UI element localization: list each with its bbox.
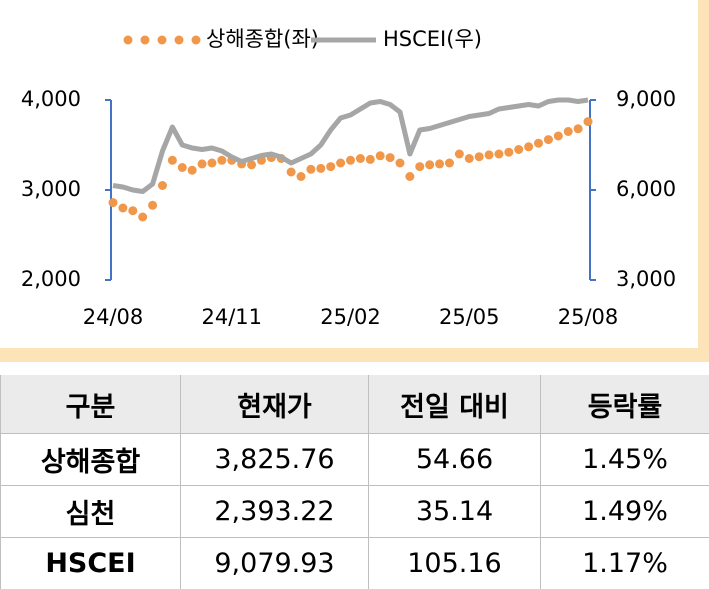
data-dot [415, 162, 425, 172]
data-dot [336, 158, 346, 168]
legend-swatch [123, 35, 133, 45]
data-dot [138, 212, 148, 222]
data-dot [385, 153, 395, 163]
y-tick-label: 2,000 [21, 267, 81, 291]
y2-tick-label: 6,000 [616, 177, 676, 201]
data-dot [286, 167, 296, 177]
row-label: 심천 [0, 485, 181, 538]
x-tick-label: 25/08 [558, 305, 619, 329]
legend-swatch [174, 35, 184, 45]
data-dot [454, 149, 464, 159]
table-body: 상해종합 3,825.76 54.66 1.45% 심천 2,393.22 35.14 1.4… [0, 433, 709, 589]
data-dot [128, 206, 138, 216]
y-tick-label: 3,000 [21, 177, 81, 201]
legend-label: 상해종합(좌) [206, 27, 319, 51]
x-tick-label: 24/11 [201, 305, 262, 329]
table-cell: 9,079.93 [180, 537, 369, 589]
data-dot [553, 131, 563, 141]
data-dot [177, 163, 187, 172]
data-dot [157, 181, 167, 190]
header-cell: 등락률 [540, 375, 709, 434]
data-dot [573, 124, 583, 134]
header-row: 구분 현재가 전일 대비 등락률 [0, 375, 709, 434]
row-label: 상해종합 [0, 433, 181, 486]
data-dot [484, 150, 494, 160]
x-tick-label: 25/05 [439, 305, 500, 329]
table-cell: 35.14 [368, 485, 541, 538]
x-tick-label: 24/08 [83, 305, 144, 329]
legend-swatch [140, 35, 150, 45]
data-dot [197, 159, 207, 169]
data-dot [435, 159, 445, 169]
data-dot [494, 149, 504, 159]
data-dot [108, 198, 118, 208]
table-cell: 105.16 [368, 537, 541, 589]
data-dot [247, 160, 257, 170]
y-tick-label: 4,000 [21, 87, 81, 111]
data-dot [187, 165, 197, 175]
data-dot [217, 155, 227, 165]
chart: 2,000 3,000 4,000 3,000 6,000 9,000 24/08 24/11… [0, 0, 709, 362]
legend-label: HSCEI(우) [383, 27, 482, 51]
data-dot [326, 162, 336, 172]
legend-swatch [157, 35, 167, 45]
table-cell: 1.45% [540, 433, 709, 486]
data-dot [207, 158, 217, 168]
y2-tick-label: 3,000 [616, 267, 676, 291]
data-dot [543, 135, 553, 145]
data-dot [474, 152, 484, 162]
header-cell: 전일 대비 [368, 375, 541, 434]
data-dot [118, 203, 128, 213]
data-dot [355, 154, 365, 163]
data-line [112, 97, 589, 194]
divider-band [0, 348, 709, 362]
legend-swatch [191, 35, 201, 45]
table-cell: 3,825.76 [180, 433, 369, 486]
data-dot [563, 127, 573, 136]
table-cell: 1.49% [540, 485, 709, 538]
data-dot [346, 155, 355, 165]
table-cell: 54.66 [368, 433, 541, 486]
table-row: 상해종합 3,825.76 54.66 1.45% [0, 433, 709, 486]
data-dot [365, 154, 375, 164]
header-cell: 구분 [0, 375, 181, 434]
side-band [698, 0, 709, 362]
table-row: HSCEI 9,079.93 105.16 1.17% [0, 537, 709, 589]
data-dot [425, 160, 435, 170]
data-dot [464, 154, 474, 163]
data-dot [534, 138, 544, 148]
summary-table: 구분 현재가 전일 대비 등락률 상해종합 3,825.76 54.66 1.45% 심천 2,… [0, 375, 709, 589]
y2-tick-label: 9,000 [616, 87, 676, 111]
x-tick-label: 25/02 [320, 305, 381, 329]
table-cell: 2,393.22 [180, 485, 369, 538]
data-dot [395, 158, 405, 168]
data-dot [306, 164, 316, 174]
table-row: 심천 2,393.22 35.14 1.49% [0, 485, 709, 538]
table-cell: 1.17% [540, 537, 709, 589]
row-label: HSCEI [0, 537, 181, 589]
data-dot [524, 142, 534, 152]
data-dot [583, 117, 593, 127]
data-dot [316, 163, 326, 173]
header-cell: 현재가 [180, 375, 369, 434]
data-dot [375, 151, 385, 161]
data-dot [296, 172, 306, 181]
data-dot [148, 200, 158, 210]
data-dot [504, 147, 514, 157]
data-dot [167, 155, 177, 165]
data-dot [514, 145, 524, 154]
data-dot [405, 172, 415, 181]
data-dot [444, 158, 454, 168]
